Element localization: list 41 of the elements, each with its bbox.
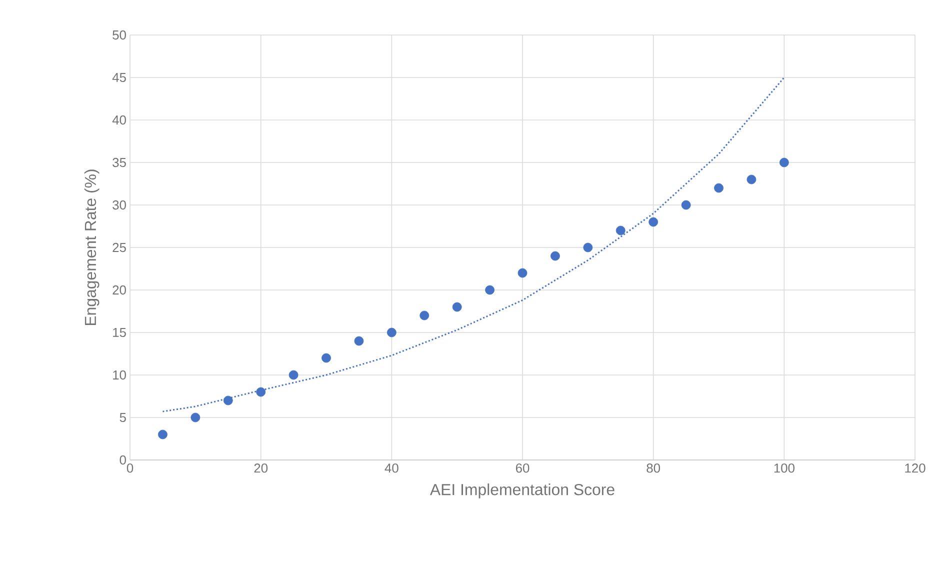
x-tick-label: 60 [516,464,530,473]
point [452,302,462,312]
point [616,226,626,236]
y-tick-label: 40 [112,115,126,125]
point [779,158,789,168]
point [256,387,266,397]
point [223,396,233,406]
y-tick-label: 50 [112,30,126,40]
point [583,242,593,252]
point [714,183,724,193]
point [648,217,658,227]
point [322,353,331,363]
y-tick-label: 25 [112,242,126,252]
x-tick-label: 0 [126,464,134,473]
y-tick-label: 35 [112,158,126,168]
point [288,370,298,380]
point [746,174,756,184]
y-tick-label: 15 [113,328,126,338]
point [550,251,560,261]
x-tick-label: 100 [774,464,794,473]
y-tick-label: 0 [120,455,126,465]
y-tick-label: 30 [112,200,126,210]
point [354,336,364,346]
y-axis-title: Engagement Rate (%) [84,170,100,326]
y-tick-label: 20 [112,285,126,295]
y-tick-label: 5 [120,412,126,422]
point [190,412,200,422]
x-tick-label: 20 [254,464,268,473]
point [518,268,528,278]
x-axis-title: AEI Implementation Score [430,484,614,498]
x-tick-label: 80 [646,464,660,473]
x-tick-label: 120 [905,464,926,473]
y-tick-label: 45 [112,72,126,82]
point [386,328,396,338]
line-series [162,76,785,412]
y-tick-label: 10 [113,370,126,380]
point [158,430,168,440]
point [681,200,691,210]
point [485,285,494,295]
x-tick-label: 40 [384,464,398,473]
point [420,310,430,320]
